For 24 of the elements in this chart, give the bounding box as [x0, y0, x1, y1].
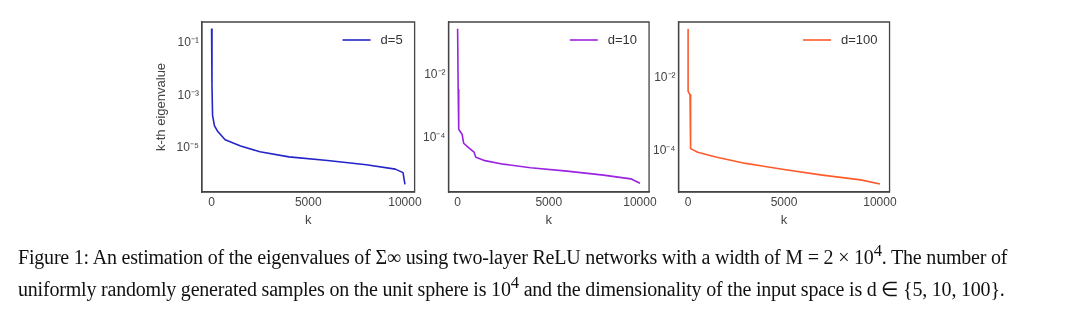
- y-tick-label: 10⁻²: [424, 67, 446, 82]
- x-axis-title: k: [780, 211, 788, 227]
- x-axis-title: k: [545, 211, 553, 227]
- y-tick-label: 10⁻⁴: [422, 130, 446, 145]
- x-axis-title: k: [305, 211, 313, 227]
- legend-label: d=100: [841, 31, 878, 47]
- x-tick-label: 0: [684, 194, 692, 209]
- x-tick-label: 10000: [863, 194, 897, 209]
- x-tick-label: 5000: [770, 194, 798, 209]
- legend-label: d=5: [380, 31, 403, 47]
- text: Figure 1: An estimation of the eigenvalues of Σ∞ using two-layer ReLU networks with a width of M = 2 × 10$^{4}$. The number of uniformly randomly generated samples on the unit sphere is 10$^{4}$ and the dimensionality of the input space is d ∈ {5, 10, 100}.: [18, 241, 1008, 300]
- y-axis-title: k-th eigenvalue: [153, 62, 169, 152]
- y-tick-label: 10⁻¹: [177, 35, 199, 50]
- x-tick-label: 0: [208, 194, 216, 209]
- x-tick-label: 5000: [535, 194, 563, 209]
- x-tick-label: 0: [454, 194, 462, 209]
- x-tick-label: 10000: [388, 194, 422, 209]
- legend-label: d=10: [607, 31, 638, 47]
- x-tick-label: 5000: [294, 194, 322, 209]
- y-tick-label: 10⁻²: [654, 70, 676, 85]
- y-tick-label: 10⁻⁴: [652, 142, 676, 157]
- y-tick-label: 10⁻⁵: [176, 139, 199, 154]
- x-tick-label: 10000: [623, 194, 657, 209]
- y-tick-label: 10⁻³: [177, 87, 199, 102]
